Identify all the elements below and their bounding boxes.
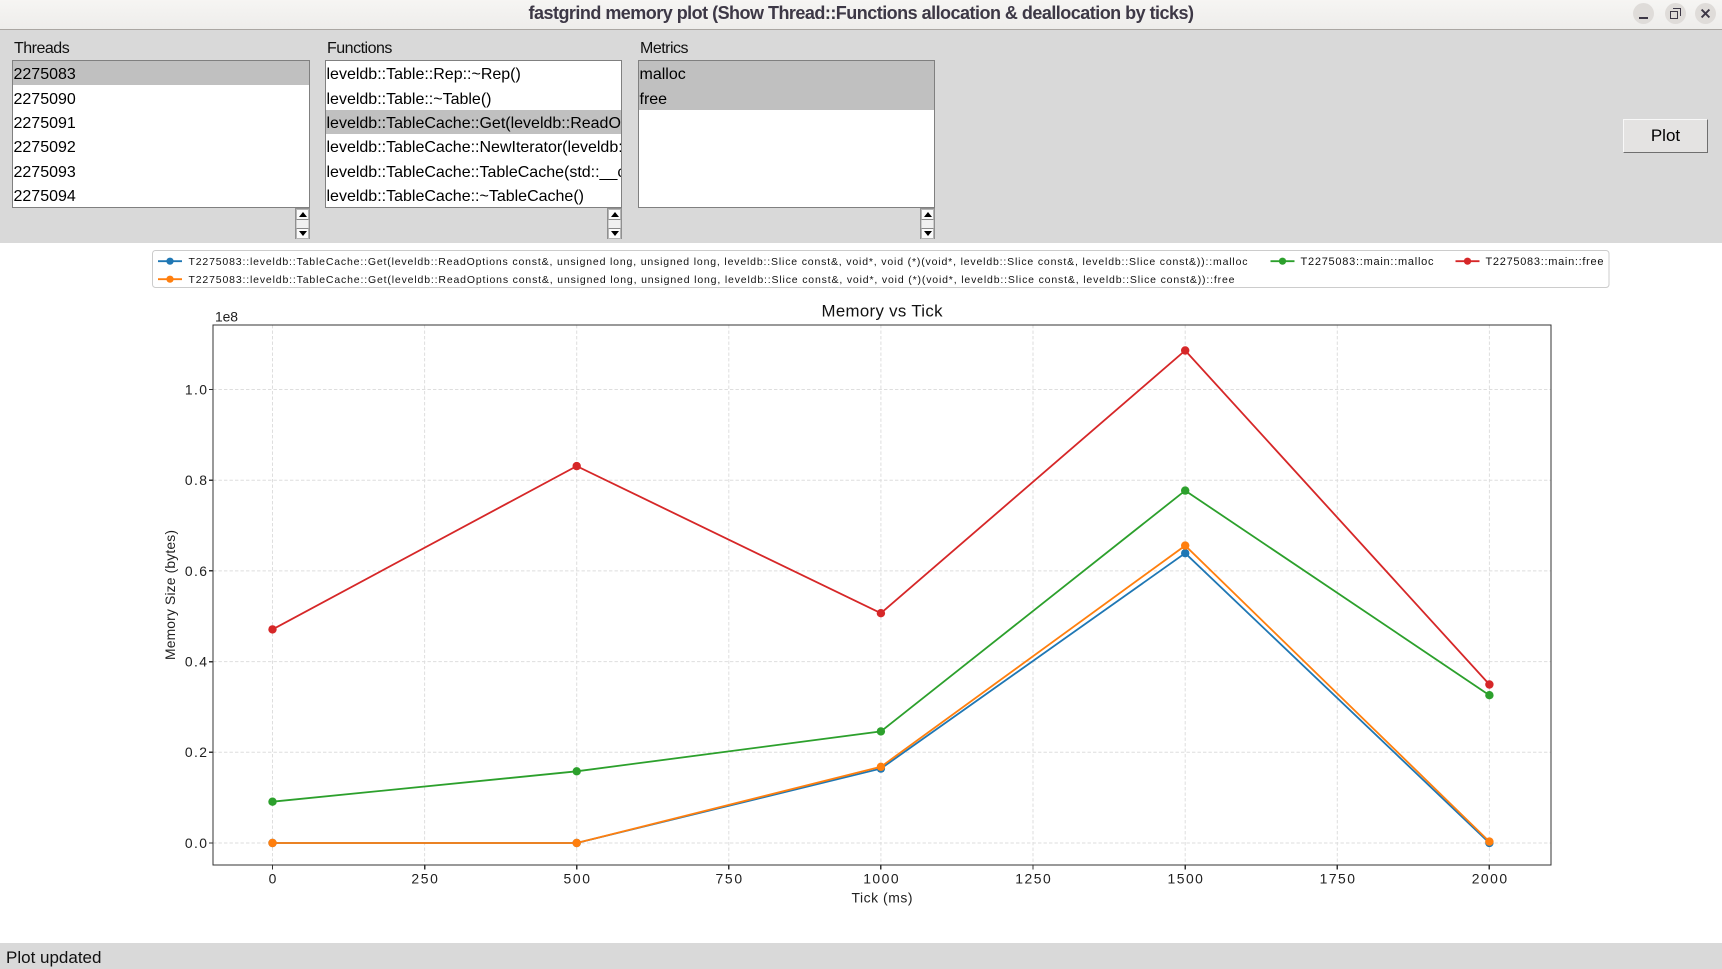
svg-text:Memory Size (bytes): Memory Size (bytes) <box>162 530 178 660</box>
svg-text:T2275083::leveldb::TableCache:: T2275083::leveldb::TableCache::Get(level… <box>189 274 1235 286</box>
svg-text:1750: 1750 <box>1320 870 1356 886</box>
svg-text:0.8: 0.8 <box>185 472 207 488</box>
svg-text:0.4: 0.4 <box>185 654 207 670</box>
svg-text:0.2: 0.2 <box>185 744 207 760</box>
svg-text:2000: 2000 <box>1472 870 1508 886</box>
svg-text:1e8: 1e8 <box>215 309 238 325</box>
svg-text:T2275083::main::malloc: T2275083::main::malloc <box>1301 256 1435 268</box>
svg-text:1250: 1250 <box>1015 870 1051 886</box>
svg-text:Tick (ms): Tick (ms) <box>852 890 913 906</box>
svg-text:Memory vs Tick: Memory vs Tick <box>822 302 944 321</box>
svg-text:500: 500 <box>563 870 590 886</box>
svg-text:1.0: 1.0 <box>185 381 207 397</box>
svg-text:750: 750 <box>716 870 743 886</box>
svg-text:0: 0 <box>269 870 277 886</box>
svg-text:T2275083::main::free: T2275083::main::free <box>1486 256 1604 268</box>
svg-text:0.0: 0.0 <box>185 835 207 851</box>
svg-text:T2275083::leveldb::TableCache:: T2275083::leveldb::TableCache::Get(level… <box>189 256 1248 268</box>
svg-text:250: 250 <box>411 870 438 886</box>
svg-text:1500: 1500 <box>1168 870 1204 886</box>
svg-text:1000: 1000 <box>863 870 899 886</box>
svg-text:0.6: 0.6 <box>185 563 207 579</box>
